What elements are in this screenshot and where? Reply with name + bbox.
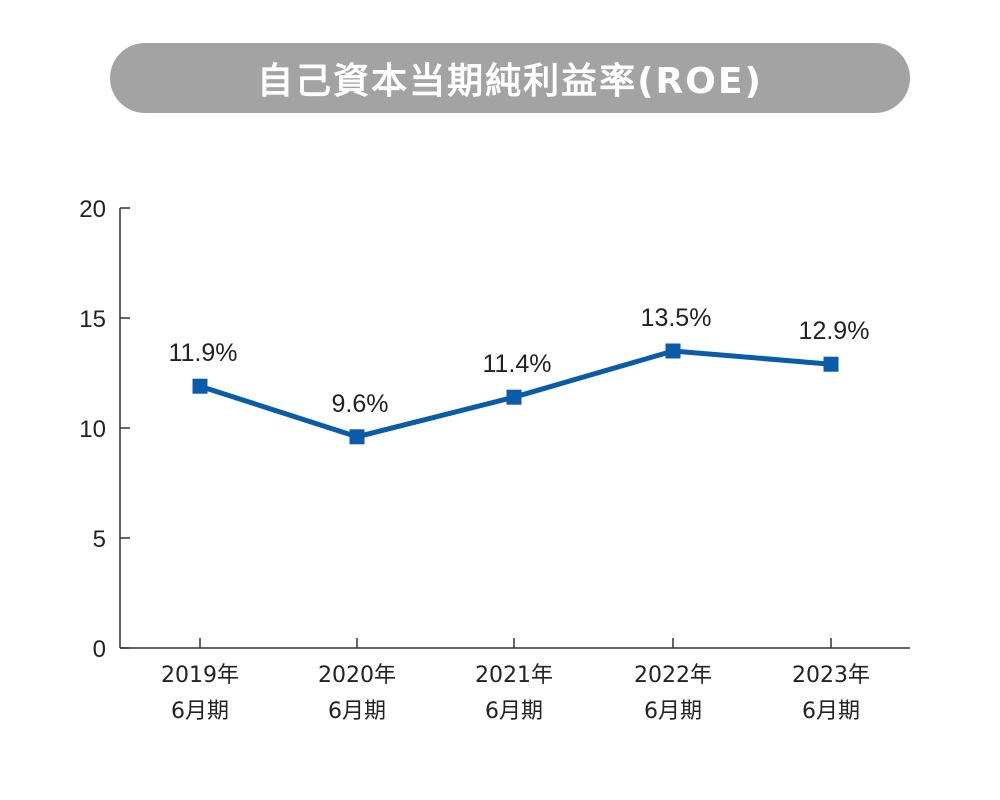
x-tick-label-period: 6月期	[485, 699, 543, 724]
data-point-marker	[823, 356, 839, 372]
x-tick-label-period: 6月期	[171, 699, 229, 724]
chart-axes	[119, 208, 910, 649]
x-tick-label-year: 2020年	[318, 663, 396, 688]
x-tick-label-year: 2019年	[161, 663, 239, 688]
x-tick-label-period: 6月期	[802, 699, 860, 724]
y-tick-label: 20	[79, 196, 106, 223]
x-tick-label-year: 2023年	[792, 663, 870, 688]
x-tick-label-year: 2021年	[475, 663, 553, 688]
chart-title: 自己資本当期純利益率(ROE)	[257, 61, 763, 102]
y-tick-label: 15	[79, 306, 106, 333]
x-tick-label-year: 2022年	[634, 663, 712, 688]
data-point-marker	[349, 429, 365, 445]
x-tick-label-period: 6月期	[644, 699, 702, 724]
data-label: 11.9%	[168, 339, 237, 367]
series-roe	[192, 343, 839, 445]
y-tick-label: 0	[93, 636, 106, 663]
y-tick-label: 10	[79, 416, 106, 443]
data-label: 11.4%	[482, 350, 551, 378]
x-tick-label-period: 6月期	[328, 699, 386, 724]
data-label: 12.9%	[799, 317, 870, 345]
x-axis-ticks: 2019年 6月期 2020年 6月期 2021年 6月期 2022年 6月期 2023年 6月期	[161, 638, 870, 724]
y-axis-ticks: 0 5 10 15 20	[79, 196, 130, 663]
data-label: 13.5%	[641, 304, 712, 332]
data-point-marker	[192, 378, 208, 394]
data-point-marker	[506, 389, 522, 405]
y-tick-label: 5	[93, 526, 106, 553]
data-labels: 11.9% 9.6% 11.4% 13.5% 12.9%	[168, 304, 869, 418]
data-point-marker	[665, 343, 681, 359]
chart-title-banner: 自己資本当期純利益率(ROE)	[110, 43, 910, 113]
data-label: 9.6%	[332, 390, 389, 418]
